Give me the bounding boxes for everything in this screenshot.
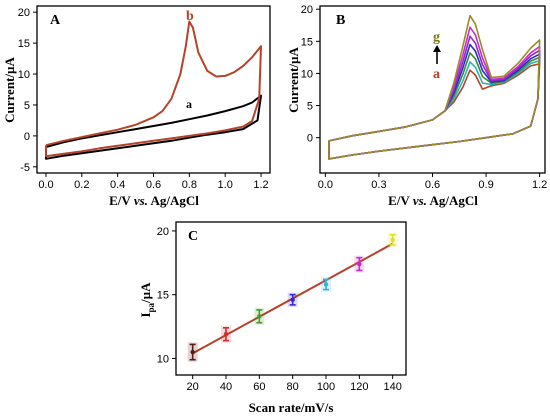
panel-b-series-g	[328, 14, 541, 160]
panel-c-x-tick-label: 100	[317, 381, 335, 393]
panel-c-data-point	[323, 282, 329, 287]
panel-a-ticks: 0.0 0.2 0.4 0.6 0.8 1.0 1.2 -5 0 5 10 15 20	[18, 7, 269, 191]
panel-a-x-tick-label: 0.6	[146, 179, 161, 191]
panel-b-y-tick-label: 10	[301, 68, 313, 80]
panel-b-curves	[328, 14, 541, 160]
panel-c-x-tick-label: 40	[220, 381, 232, 393]
panel-b-ticks: 0.0 0.3 0.6 0.9 1.2 0 5 10 15 20	[301, 4, 548, 191]
panel-c-x-tick-label: 80	[287, 381, 299, 393]
panel-b-y-tick-label: 0	[307, 133, 313, 145]
panel-c-data-point	[257, 314, 262, 319]
panel-a-series-b	[45, 20, 262, 158]
panel-a-y-tick-label: 20	[18, 7, 30, 19]
panel-c-frame	[175, 221, 407, 376]
panel-c-y-tick-label: 15	[157, 290, 169, 302]
panel-b-x-tick-label: 0.3	[371, 179, 386, 191]
panel-c-letter: C	[188, 229, 198, 244]
panel-a-x-tick-label: 0.2	[74, 179, 89, 191]
panel-a-curve-label-b: b	[186, 9, 194, 24]
panel-b-arrow-head	[433, 45, 441, 52]
panel-a-y-tick-label: 10	[18, 69, 30, 81]
panel-c-ticks: 20 40 60 80 100 120 140 10 15 20	[157, 226, 402, 393]
panel-a-curve-label-a: a	[186, 97, 192, 111]
panel-c: C 20 40 60 80 100 120 140 10 15 20 Scan rate/mV/s…	[138, 221, 407, 415]
panel-c-data-point	[223, 332, 229, 337]
panel-c-y-axis-label: Ipa/µA	[138, 282, 156, 318]
panel-a-x-axis-label: E/V vs. Ag/AgCl	[109, 193, 199, 208]
panel-a-x-tick-label: 1.2	[253, 179, 268, 191]
panel-c-x-tick-label: 140	[383, 381, 401, 393]
panel-b-series-e	[328, 35, 541, 160]
panel-b-y-axis-label: Current/µA	[286, 47, 301, 113]
panel-b-y-tick-label: 20	[301, 4, 313, 16]
panel-a-y-tick-label: 15	[18, 38, 30, 50]
panel-c-x-tick-label: 60	[253, 381, 265, 393]
panel-b-series-d	[328, 43, 541, 160]
panel-b-x-tick-label: 0.9	[478, 179, 493, 191]
panel-c-y-tick-label: 20	[157, 226, 169, 238]
panel-b-y-tick-label: 15	[301, 36, 313, 48]
panel-c-y-tick-label: 10	[157, 353, 169, 365]
panel-a-letter: A	[50, 13, 61, 28]
panel-b-x-tick-label: 1.2	[532, 179, 547, 191]
panel-a-x-tick-label: 0.0	[38, 179, 53, 191]
panel-a: A 0.0 0.2 0.4 0.6 0.8 1.0 1.2 -5 0 5 10 15 20 b a E/…	[2, 5, 271, 208]
panel-b-x-axis-label: E/V vs. Ag/AgCl	[388, 193, 478, 208]
panel-a-frame	[36, 5, 271, 174]
panel-b-curve-label-g: g	[433, 30, 440, 45]
panel-b-letter: B	[336, 13, 345, 28]
panel-a-curves	[45, 20, 262, 160]
panel-c-x-tick-label: 20	[187, 381, 199, 393]
panel-a-y-tick-label: 0	[24, 131, 30, 143]
panel-a-x-tick-label: 1.0	[218, 179, 233, 191]
panel-b-y-tick-label: 5	[307, 101, 313, 113]
panel-a-x-tick-label: 0.4	[110, 179, 125, 191]
panel-b-x-tick-label: 0.0	[318, 179, 333, 191]
panel-a-y-tick-label: 5	[24, 100, 30, 112]
panel-c-data-point	[290, 297, 295, 302]
panel-c-x-axis-label: Scan rate/mV/s	[249, 400, 334, 415]
panel-c-data-point	[190, 349, 195, 355]
panel-b-x-tick-label: 0.6	[425, 179, 440, 191]
panel-a-y-axis-label: Current/µA	[2, 57, 17, 123]
panel-b-series-f	[328, 26, 541, 160]
panel-c-data-point	[390, 237, 395, 243]
panel-b: B 0.0 0.3 0.6 0.9 1.2 0 5 10 15 20 g a E/V vs. Ag…	[286, 4, 547, 208]
panel-a-x-tick-label: 0.8	[182, 179, 197, 191]
panel-a-y-tick-label: -5	[20, 162, 30, 174]
panel-a-series-a	[45, 94, 262, 160]
panel-c-data-point	[357, 261, 362, 267]
panel-b-curve-label-a: a	[433, 67, 440, 82]
panel-c-plot	[187, 232, 398, 362]
panel-c-x-tick-label: 120	[350, 381, 368, 393]
